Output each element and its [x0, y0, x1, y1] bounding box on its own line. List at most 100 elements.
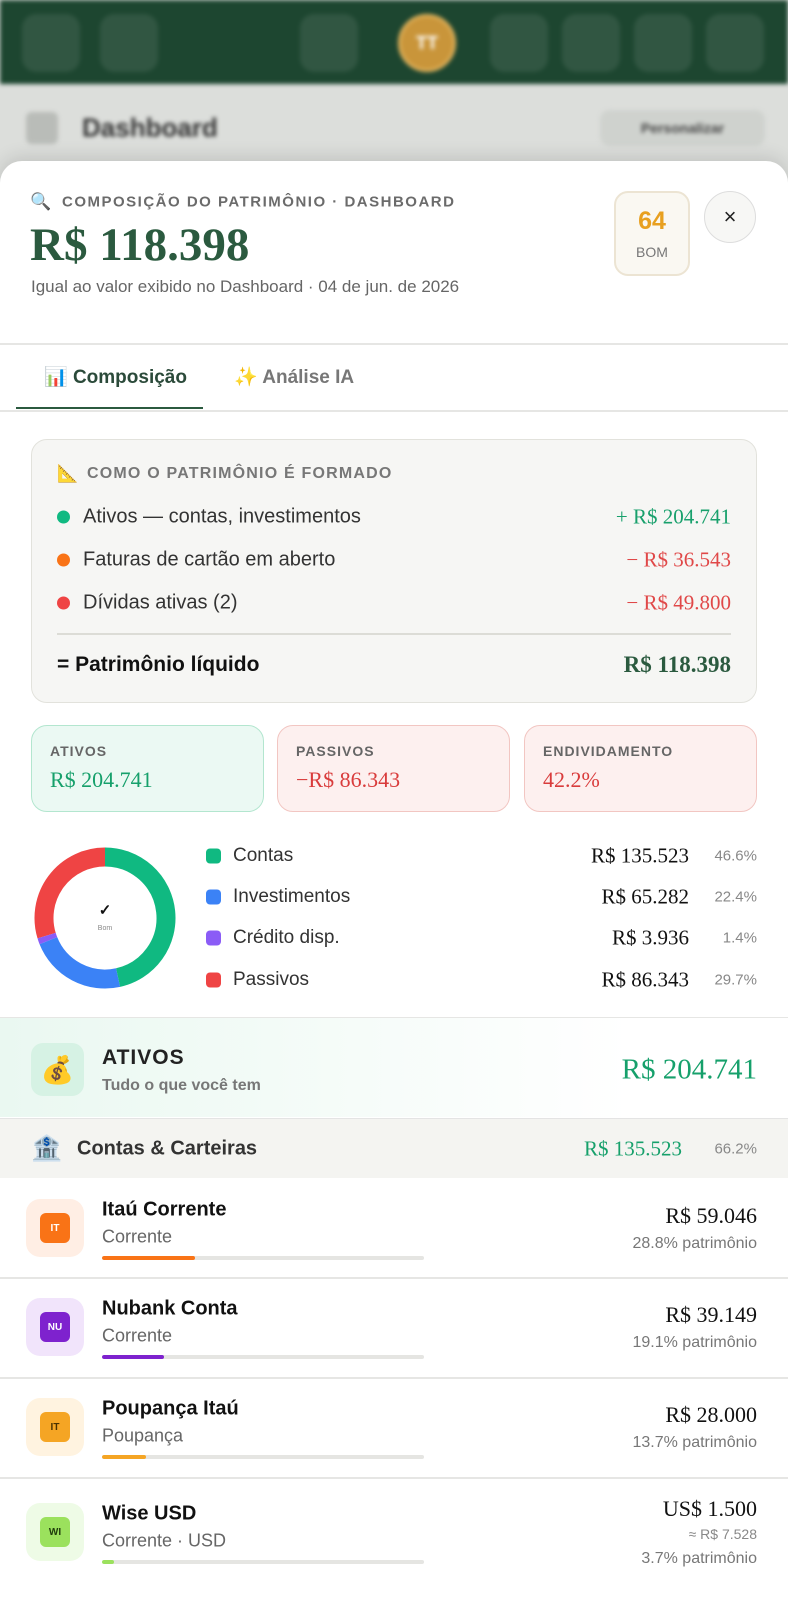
- account-icon: NU: [26, 1298, 84, 1356]
- group-title: Contas & Carteiras: [77, 1137, 258, 1160]
- donut-segment: [39, 936, 121, 989]
- tab[interactable]: ✨ Análise IA: [234, 365, 354, 389]
- total-label: = Patrimônio líquido: [57, 653, 260, 676]
- donut-segment: [37, 932, 58, 945]
- legend-amount: R$ 135.523: [590, 843, 689, 868]
- card-value: −R$ 86.343: [296, 767, 401, 792]
- progress-track: [102, 1256, 424, 1260]
- avatar[interactable]: TT: [398, 14, 456, 72]
- divider: [0, 343, 788, 345]
- account-badge: IT: [40, 1213, 70, 1243]
- donut-segment: [104, 847, 176, 987]
- account-icon: IT: [26, 1199, 84, 1257]
- header-subtitle: Igual ao valor exibido no Dashboard · 04…: [31, 277, 460, 296]
- tab-label: Composição: [72, 367, 187, 388]
- legend-dot: [206, 930, 221, 946]
- account-name[interactable]: Itaú Corrente: [102, 1198, 227, 1221]
- legend-label[interactable]: Crédito disp.: [233, 927, 340, 948]
- legend-amount: R$ 65.282: [601, 884, 689, 909]
- legend-share: 22.4%: [714, 888, 757, 906]
- account-type: Corrente: [102, 1325, 173, 1346]
- divider: [0, 1477, 788, 1479]
- row-value: − R$ 36.543: [626, 547, 731, 572]
- score: 64: [638, 207, 666, 235]
- group-total: R$ 135.523: [583, 1136, 682, 1161]
- legend-dot: [206, 972, 221, 988]
- bot-button[interactable]: [634, 14, 692, 72]
- page-title: Dashboard: [82, 112, 218, 143]
- account-amount: US$ 1.500: [662, 1496, 757, 1521]
- row-label: Faturas de cartão em aberto: [83, 548, 336, 571]
- card-label: ATIVOS: [50, 743, 108, 759]
- account-type: Corrente · USD: [102, 1530, 227, 1551]
- account-name[interactable]: Nubank Conta: [102, 1297, 238, 1320]
- account-badge: NU: [40, 1312, 70, 1342]
- divider: [0, 410, 788, 412]
- customize-button[interactable]: Personalizar: [600, 110, 765, 146]
- legend-dot: [206, 889, 221, 905]
- separator: [57, 633, 731, 635]
- legend-share: 1.4%: [722, 929, 757, 947]
- row-label: Ativos — contas, investimentos: [83, 505, 361, 528]
- account-name[interactable]: Poupança Itaú: [102, 1397, 239, 1420]
- back-button[interactable]: [100, 14, 158, 72]
- menu-button[interactable]: [22, 14, 80, 72]
- visibility-button[interactable]: [300, 14, 358, 72]
- progress-bar: [102, 1455, 147, 1459]
- tab-label: Análise IA: [262, 367, 355, 388]
- progress-bar: [102, 1355, 164, 1359]
- header-icon: 🔍: [30, 192, 52, 211]
- account-converted: ≈ R$ 7.528: [688, 1526, 757, 1542]
- donut-chart: ✓ Bom: [34, 847, 176, 989]
- card-value: 42.2%: [543, 767, 600, 792]
- eyebrow: COMPOSIÇÃO DO PATRIMÔNIO · DASHBOARD: [62, 193, 456, 211]
- group-icon: 🏦: [31, 1134, 63, 1163]
- card-value: R$ 204.741: [50, 767, 153, 792]
- tab[interactable]: 📊 Composição: [44, 365, 187, 389]
- row-value: − R$ 49.800: [626, 590, 731, 615]
- account-icon: WI: [26, 1503, 84, 1561]
- account-type: Corrente: [102, 1226, 173, 1247]
- grid-icon: [26, 112, 58, 144]
- account-share: 19.1% patrimônio: [632, 1334, 757, 1351]
- row-label: Dívidas ativas (2): [83, 591, 238, 614]
- legend-share: 46.6%: [714, 847, 757, 865]
- legend-label[interactable]: Investimentos: [233, 886, 351, 907]
- tab-underline: [16, 407, 203, 409]
- tab-icon: ✨: [234, 367, 258, 388]
- account-icon: IT: [26, 1398, 84, 1456]
- account-type: Poupança: [102, 1425, 184, 1446]
- legend-amount: R$ 3.936: [611, 925, 689, 950]
- legend-amount: R$ 86.343: [601, 967, 689, 992]
- score-box: 64 BOM: [614, 191, 690, 276]
- close-button[interactable]: ×: [704, 191, 756, 243]
- legend-label[interactable]: Passivos: [233, 969, 310, 990]
- total-value: R$ 118.398: [623, 652, 731, 677]
- progress-track: [102, 1455, 424, 1459]
- account-badge: WI: [40, 1517, 70, 1547]
- row-dot: [57, 553, 70, 567]
- account-amount: R$ 39.149: [665, 1302, 757, 1327]
- tab-icon: 📊: [44, 367, 68, 388]
- group-share: 66.2%: [714, 1140, 757, 1158]
- globe-button[interactable]: [562, 14, 620, 72]
- progress-track: [102, 1560, 424, 1564]
- donut-segment: [34, 847, 106, 939]
- progress-track: [102, 1355, 424, 1359]
- legend-share: 29.7%: [714, 971, 757, 989]
- account-share: 3.7% patrimônio: [641, 1550, 757, 1567]
- assets-section: 💰 ATIVOS Tudo o que você tem R$ 204.741: [0, 1018, 788, 1117]
- assets-total: R$ 204.741: [621, 1053, 757, 1086]
- progress-bar: [102, 1560, 114, 1564]
- account-share: 13.7% patrimônio: [632, 1434, 757, 1451]
- donut-icon: ✓: [99, 902, 112, 919]
- account-amount: R$ 59.046: [665, 1203, 757, 1228]
- account-name[interactable]: Wise USD: [102, 1502, 197, 1525]
- legend-label[interactable]: Contas: [233, 845, 294, 866]
- power-button[interactable]: [706, 14, 764, 72]
- donut-label: Bom: [98, 925, 113, 932]
- row-dot: [57, 510, 70, 524]
- progress-bar: [102, 1256, 195, 1260]
- background-screen: TT Dashboard Personalizar: [0, 0, 788, 170]
- report-button[interactable]: [490, 14, 548, 72]
